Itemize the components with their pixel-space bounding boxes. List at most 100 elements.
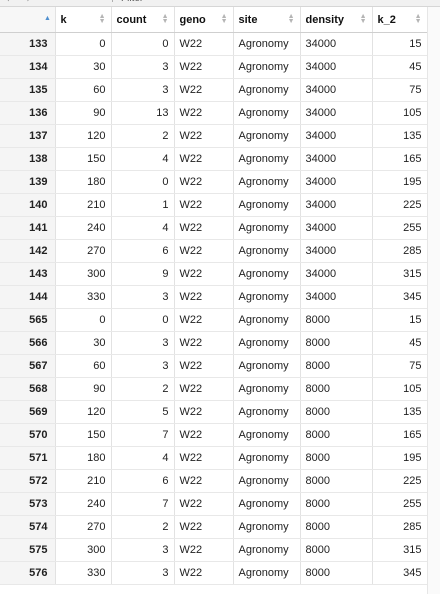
cell-k: 120 <box>55 125 111 148</box>
sort-icon: ▲ ▼ <box>360 14 367 24</box>
cell-geno: W22 <box>174 378 233 401</box>
row-index: 135 <box>0 79 55 102</box>
cell-k: 210 <box>55 194 111 217</box>
cell-geno: W22 <box>174 56 233 79</box>
row-index: 571 <box>0 447 55 470</box>
table-row: 565 0 0 W22 Agronomy 8000 15 <box>0 309 427 332</box>
cell-site: Agronomy <box>233 493 300 516</box>
cell-count: 3 <box>111 79 174 102</box>
cell-geno: W22 <box>174 263 233 286</box>
cell-geno: W22 <box>174 194 233 217</box>
cell-density: 34000 <box>300 102 372 125</box>
vertical-scrollbar[interactable] <box>427 7 440 594</box>
column-header-geno[interactable]: geno ▲ ▼ <box>174 7 233 33</box>
cell-count: 3 <box>111 539 174 562</box>
cell-site: Agronomy <box>233 56 300 79</box>
row-index: 569 <box>0 401 55 424</box>
column-header-site[interactable]: site ▲ ▼ <box>233 7 300 33</box>
cell-density: 34000 <box>300 194 372 217</box>
cell-k: 240 <box>55 493 111 516</box>
cell-site: Agronomy <box>233 309 300 332</box>
filter-icon[interactable]: ⊤ <box>108 0 117 5</box>
back-arrow-icon[interactable]: ⇦ <box>6 0 14 5</box>
cell-count: 7 <box>111 424 174 447</box>
cell-geno: W22 <box>174 539 233 562</box>
cell-k: 180 <box>55 447 111 470</box>
table-row: 572 210 6 W22 Agronomy 8000 225 <box>0 470 427 493</box>
row-index: 137 <box>0 125 55 148</box>
cell-geno: W22 <box>174 148 233 171</box>
cell-k: 90 <box>55 102 111 125</box>
cell-k: 150 <box>55 424 111 447</box>
column-header-label: density <box>306 14 345 26</box>
row-index: 575 <box>0 539 55 562</box>
cell-k: 270 <box>55 516 111 539</box>
cell-k-2: 45 <box>372 332 427 355</box>
row-index: 138 <box>0 148 55 171</box>
cell-density: 34000 <box>300 286 372 309</box>
cell-count: 0 <box>111 171 174 194</box>
table-row: 144 330 3 W22 Agronomy 34000 345 <box>0 286 427 309</box>
cell-k-2: 75 <box>372 79 427 102</box>
table-row: 570 150 7 W22 Agronomy 8000 165 <box>0 424 427 447</box>
table-row: 136 90 13 W22 Agronomy 34000 105 <box>0 102 427 125</box>
cell-density: 34000 <box>300 240 372 263</box>
row-index: 142 <box>0 240 55 263</box>
row-index: 133 <box>0 33 55 56</box>
table-row: 141 240 4 W22 Agronomy 34000 255 <box>0 217 427 240</box>
cell-density: 8000 <box>300 516 372 539</box>
cell-density: 34000 <box>300 217 372 240</box>
cell-count: 13 <box>111 102 174 125</box>
cell-count: 3 <box>111 562 174 585</box>
column-header-density[interactable]: density ▲ ▼ <box>300 7 372 33</box>
table-row: 575 300 3 W22 Agronomy 8000 315 <box>0 539 427 562</box>
row-index: 567 <box>0 355 55 378</box>
forward-arrow-icon[interactable]: ⇨ <box>22 0 30 5</box>
cell-density: 8000 <box>300 470 372 493</box>
data-table: ▲ k ▲ ▼ count ▲ ▼ geno ▲ ▼ site ▲ ▼ density … <box>0 7 428 585</box>
cell-site: Agronomy <box>233 171 300 194</box>
cell-k-2: 45 <box>372 56 427 79</box>
sort-icon: ▲ ▼ <box>162 14 169 24</box>
row-index: 139 <box>0 171 55 194</box>
cell-density: 34000 <box>300 33 372 56</box>
cell-k-2: 15 <box>372 309 427 332</box>
cell-geno: W22 <box>174 125 233 148</box>
cell-site: Agronomy <box>233 355 300 378</box>
table-row: 568 90 2 W22 Agronomy 8000 105 <box>0 378 427 401</box>
cell-density: 8000 <box>300 447 372 470</box>
cell-k: 330 <box>55 562 111 585</box>
cell-geno: W22 <box>174 562 233 585</box>
column-header-index[interactable]: ▲ <box>0 7 55 33</box>
cell-k: 30 <box>55 56 111 79</box>
cell-k: 330 <box>55 286 111 309</box>
sort-icon: ▲ ▼ <box>415 14 422 24</box>
cell-site: Agronomy <box>233 378 300 401</box>
column-header-k[interactable]: k ▲ ▼ <box>55 7 111 33</box>
cell-site: Agronomy <box>233 263 300 286</box>
table-row: 574 270 2 W22 Agronomy 8000 285 <box>0 516 427 539</box>
cell-k: 0 <box>55 309 111 332</box>
table-row: 140 210 1 W22 Agronomy 34000 225 <box>0 194 427 217</box>
table-row: 142 270 6 W22 Agronomy 34000 285 <box>0 240 427 263</box>
cell-density: 34000 <box>300 79 372 102</box>
cell-count: 3 <box>111 355 174 378</box>
cell-site: Agronomy <box>233 217 300 240</box>
cell-k-2: 345 <box>372 286 427 309</box>
row-index: 570 <box>0 424 55 447</box>
cell-geno: W22 <box>174 240 233 263</box>
cell-count: 0 <box>111 309 174 332</box>
column-header-count[interactable]: count ▲ ▼ <box>111 7 174 33</box>
cell-geno: W22 <box>174 516 233 539</box>
row-index: 574 <box>0 516 55 539</box>
filter-button[interactable]: Filter <box>121 0 143 4</box>
cell-geno: W22 <box>174 447 233 470</box>
cell-count: 4 <box>111 217 174 240</box>
cell-count: 6 <box>111 470 174 493</box>
row-index: 134 <box>0 56 55 79</box>
column-header-k-2[interactable]: k_2 ▲ ▼ <box>372 7 427 33</box>
cell-count: 6 <box>111 240 174 263</box>
cell-k-2: 315 <box>372 539 427 562</box>
cell-k-2: 225 <box>372 470 427 493</box>
cell-geno: W22 <box>174 493 233 516</box>
